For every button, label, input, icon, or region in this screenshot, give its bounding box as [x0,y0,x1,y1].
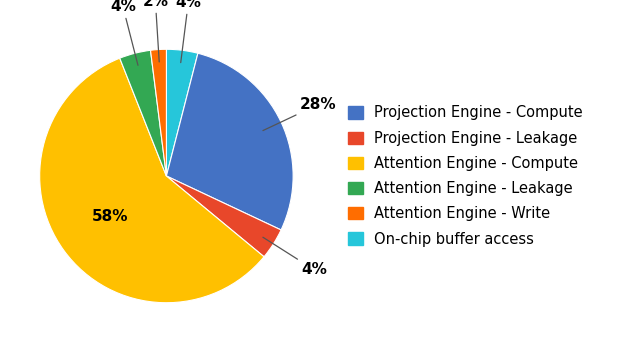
Wedge shape [40,58,264,303]
Text: 4%: 4% [263,237,327,277]
Text: 4%: 4% [110,0,138,65]
Legend: Projection Engine - Compute, Projection Engine - Leakage, Attention Engine - Com: Projection Engine - Compute, Projection … [348,106,583,246]
Text: 58%: 58% [92,209,128,225]
Wedge shape [166,176,281,257]
Text: 28%: 28% [263,97,336,131]
Wedge shape [120,50,166,176]
Wedge shape [166,53,293,230]
Wedge shape [166,49,198,176]
Wedge shape [150,49,166,176]
Text: 4%: 4% [175,0,201,63]
Text: 2%: 2% [143,0,168,62]
